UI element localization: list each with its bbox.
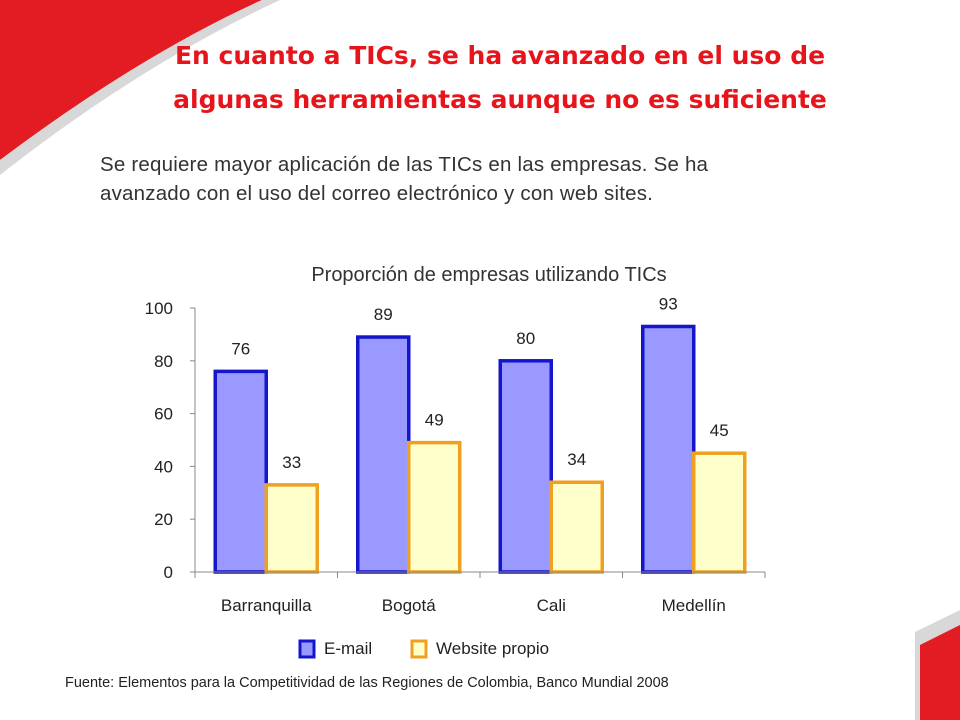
- category-label: Medellín: [662, 596, 726, 615]
- y-axis: 0 20 40 60 80 100: [145, 299, 196, 582]
- bar-email: [498, 359, 553, 574]
- title-line-1: En cuanto a TICs, se ha avanzado en el u…: [174, 41, 826, 70]
- slide-subtitle: Se requiere mayor aplicación de las TICs…: [100, 150, 890, 208]
- x-axis: Barranquilla Bogotá Cali Medellín: [194, 571, 766, 615]
- bar-value-label: 89: [374, 305, 393, 324]
- subtitle-line-1: Se requiere mayor aplicación de las TICs…: [100, 153, 709, 176]
- bar-value-label: 93: [659, 294, 678, 313]
- bar-value-label: 45: [710, 421, 729, 440]
- bar-value-label: 34: [567, 450, 586, 469]
- legend-swatch-email: [298, 639, 316, 659]
- chart-title: Proporción de empresas utilizando TICs: [311, 264, 666, 286]
- y-tick-label: 80: [154, 352, 173, 371]
- bar-email: [213, 369, 268, 574]
- bar-value-label: 80: [516, 329, 535, 348]
- bar-website: [549, 480, 604, 574]
- y-tick-label: 60: [154, 405, 173, 424]
- category-label: Barranquilla: [221, 596, 312, 615]
- legend-swatch-website: [410, 639, 428, 659]
- y-tick-label: 100: [145, 299, 173, 318]
- bar-website: [264, 483, 319, 574]
- chart-legend: E-mail Website propio: [298, 639, 549, 659]
- bar-email: [641, 324, 696, 574]
- bar-value-label: 33: [282, 453, 301, 472]
- bars-group: 76 33 89 49 80 34 93 45: [213, 294, 747, 574]
- bottom-right-red-accent: [920, 625, 960, 720]
- bar-value-label: 49: [425, 411, 444, 430]
- bar-website: [692, 451, 747, 574]
- source-note: Fuente: Elementos para la Competitividad…: [65, 675, 669, 691]
- slide-title: En cuanto a TICs, se ha avanzado en el u…: [150, 34, 850, 122]
- category-label: Bogotá: [382, 596, 436, 615]
- bar-email: [356, 335, 411, 574]
- bar-value-label: 76: [231, 339, 250, 358]
- y-tick-label: 40: [154, 457, 173, 476]
- bar-website: [407, 440, 462, 574]
- legend-label: E-mail: [324, 639, 372, 658]
- subtitle-line-2: avanzado con el uso del correo electróni…: [100, 182, 654, 205]
- title-line-2: algunas herramientas aunque no es sufici…: [173, 85, 827, 114]
- legend-label: Website propio: [436, 639, 549, 658]
- top-left-red-corner: [0, 0, 262, 160]
- category-label: Cali: [537, 596, 566, 615]
- y-tick-label: 20: [154, 510, 173, 529]
- y-tick-label: 0: [164, 563, 173, 582]
